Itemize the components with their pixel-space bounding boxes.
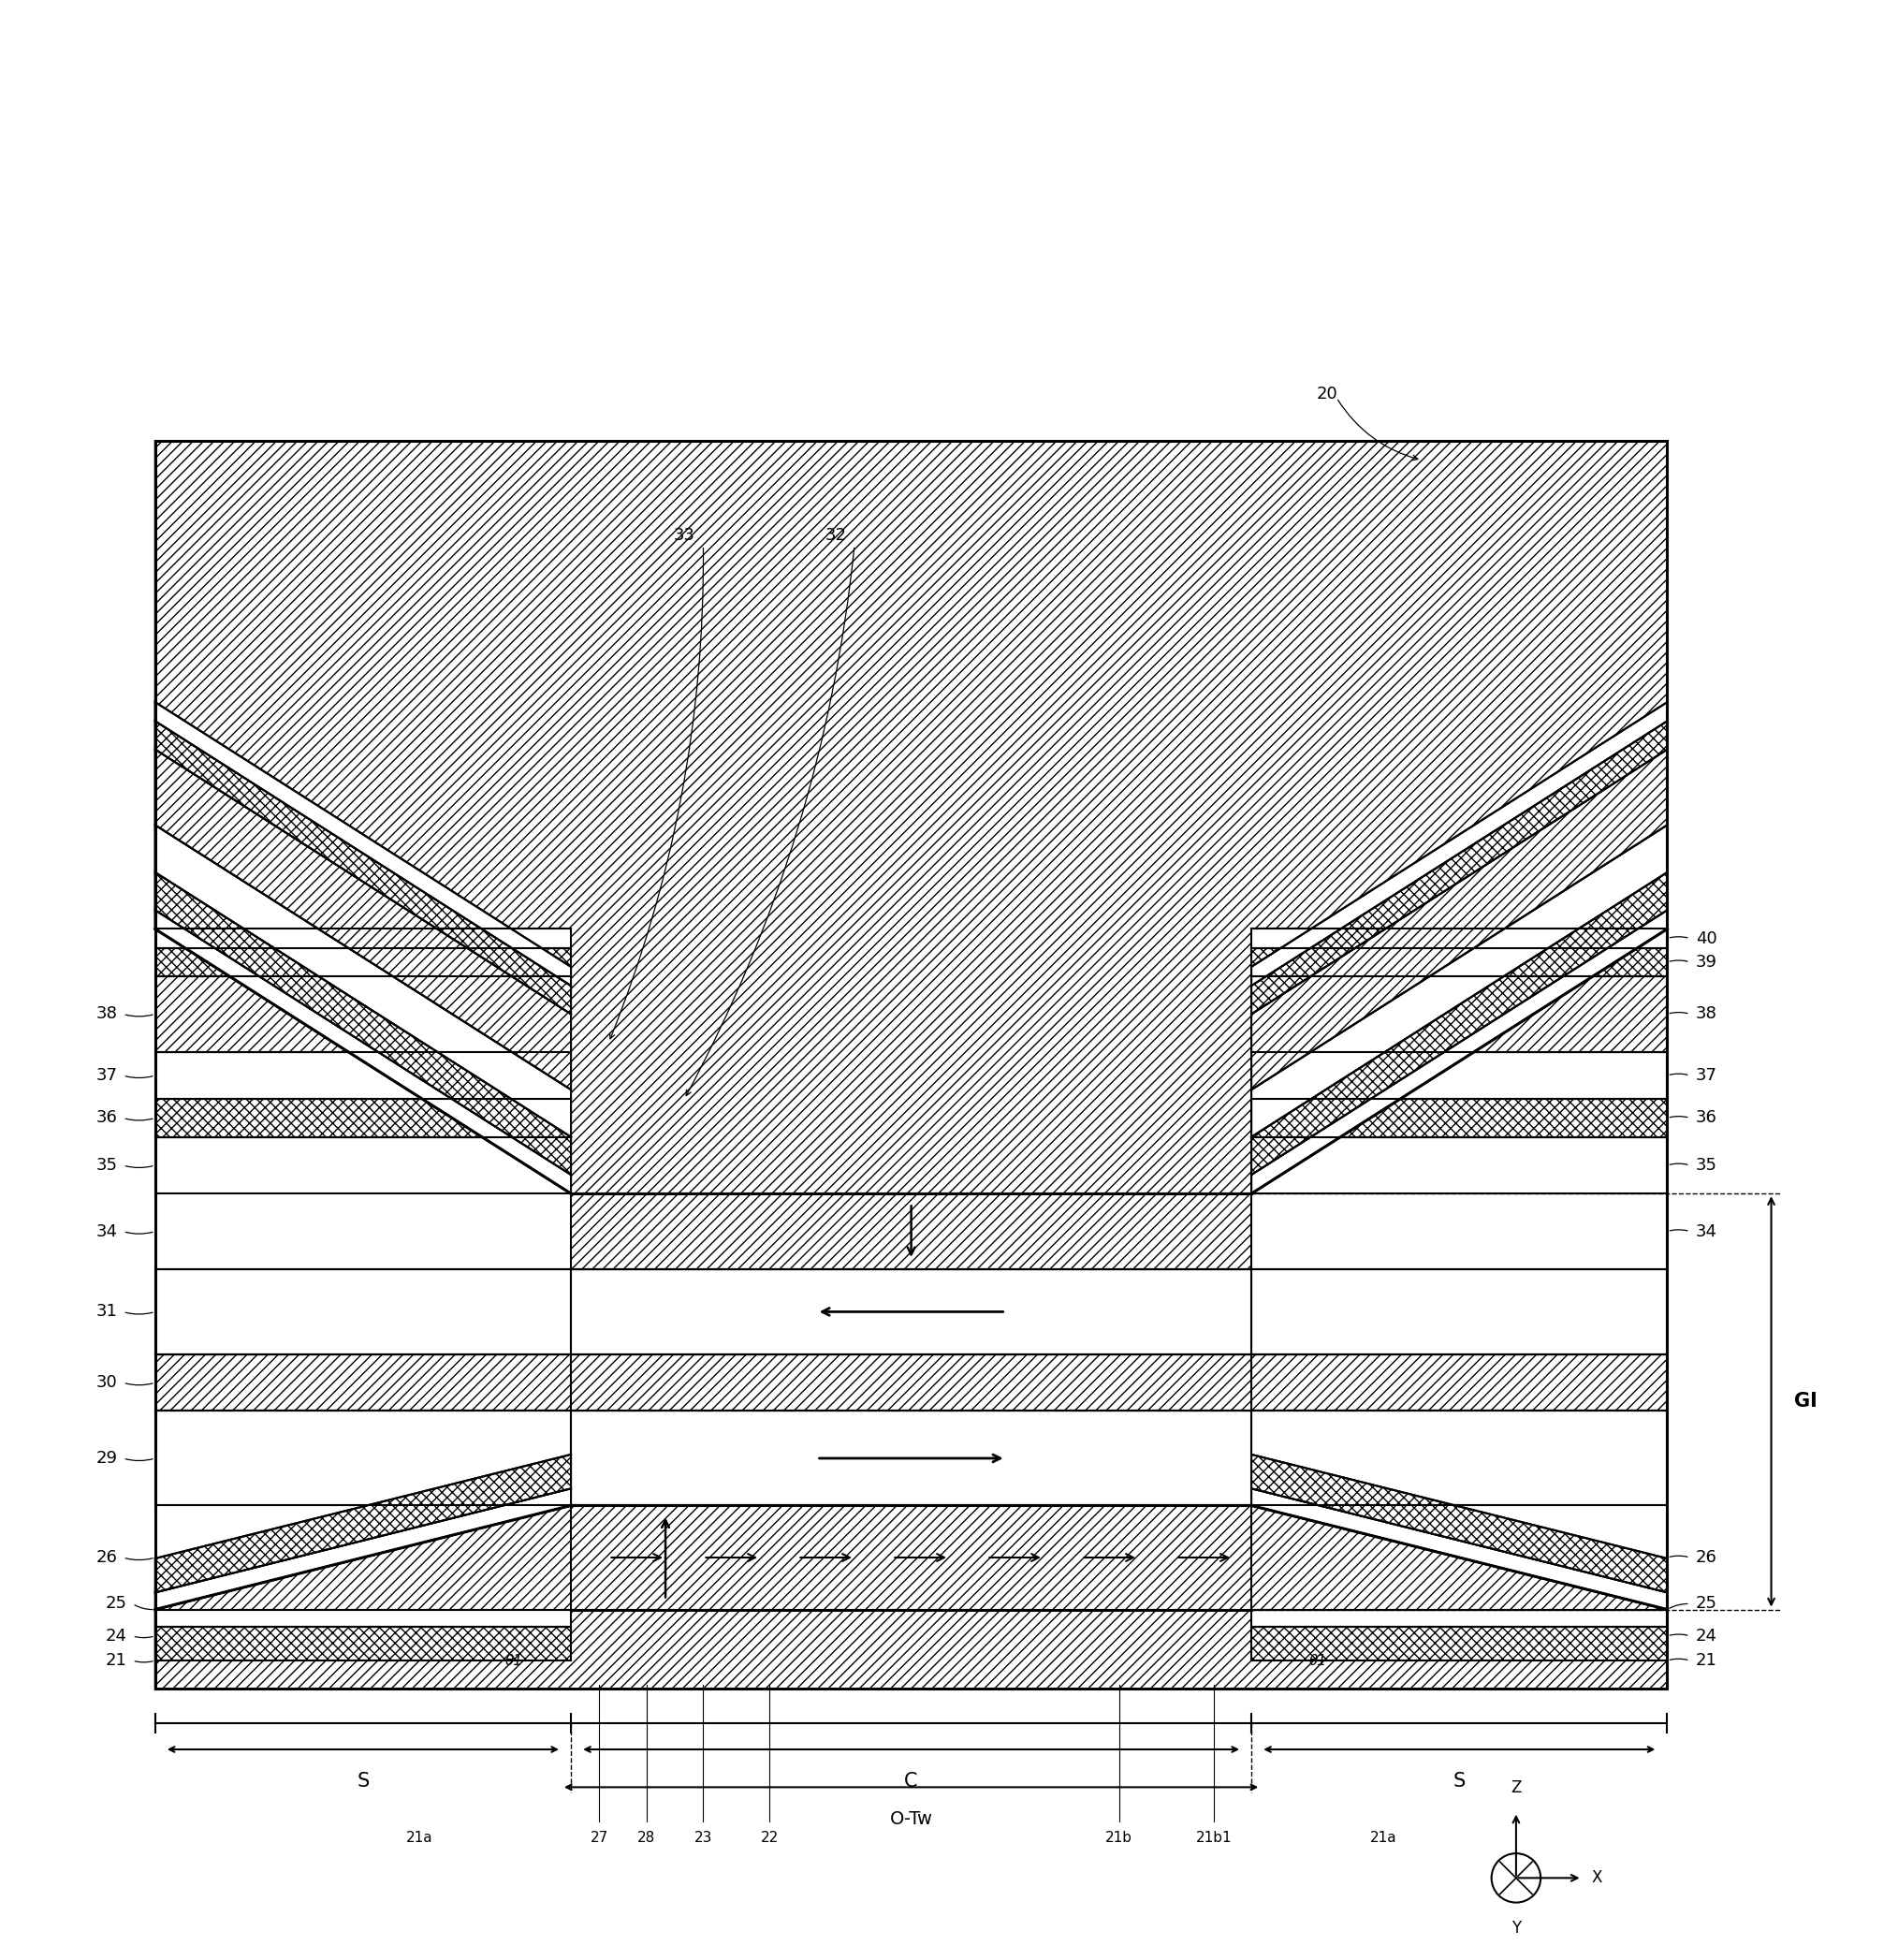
Polygon shape [156,909,571,1194]
Text: 22: 22 [761,1831,778,1844]
Text: θ1: θ1 [1308,1654,1327,1668]
Polygon shape [156,1270,571,1354]
Text: 37: 37 [95,1066,118,1084]
Text: 38: 38 [97,1005,118,1023]
Polygon shape [1251,1609,1666,1627]
Polygon shape [156,976,571,1053]
Text: 20: 20 [1317,386,1338,402]
Polygon shape [1251,909,1666,1194]
Text: 27: 27 [590,1831,609,1844]
Text: 35: 35 [1695,1156,1718,1174]
Polygon shape [156,721,571,1013]
Polygon shape [571,1505,1251,1609]
Text: 31: 31 [97,1303,118,1321]
Text: C: C [905,1772,919,1791]
Polygon shape [156,1505,1666,1690]
Polygon shape [156,872,571,1174]
Text: 32: 32 [826,527,847,545]
Polygon shape [1251,949,1666,976]
Polygon shape [571,1270,1251,1354]
Text: GI: GI [1794,1392,1816,1411]
Polygon shape [571,1354,1251,1411]
Text: 35: 35 [95,1156,118,1174]
Polygon shape [1251,1137,1666,1194]
Text: 29: 29 [95,1450,118,1466]
Polygon shape [1251,721,1666,1013]
Polygon shape [1251,1411,1666,1505]
Text: 36: 36 [97,1109,118,1127]
Polygon shape [1251,1053,1666,1100]
Text: 25: 25 [104,1595,127,1613]
Text: X: X [1592,1870,1602,1886]
Polygon shape [1251,825,1666,1137]
Polygon shape [1251,1454,1666,1592]
Polygon shape [156,1454,571,1592]
Polygon shape [1251,1270,1666,1354]
Text: 21: 21 [106,1652,127,1670]
Text: 33: 33 [674,527,695,545]
Polygon shape [156,1100,571,1137]
Polygon shape [1251,702,1666,986]
Text: S: S [357,1772,370,1791]
Text: 26: 26 [1695,1548,1718,1566]
Polygon shape [1251,749,1666,1090]
Polygon shape [1251,1627,1666,1660]
Text: 25: 25 [1695,1595,1718,1613]
Polygon shape [1251,1100,1666,1137]
Text: 39: 39 [1695,955,1718,970]
Text: 30: 30 [97,1374,118,1392]
Polygon shape [571,1411,1251,1505]
Text: 21: 21 [1695,1652,1718,1670]
Polygon shape [156,1627,571,1660]
Text: 21b: 21b [1105,1831,1133,1844]
Text: 40: 40 [1695,929,1718,947]
Polygon shape [156,702,571,986]
Polygon shape [156,1411,571,1505]
Text: 28: 28 [638,1831,655,1844]
Polygon shape [156,1053,571,1100]
Text: Y: Y [1511,1919,1520,1936]
Polygon shape [156,1354,571,1411]
Polygon shape [156,441,1666,1194]
Polygon shape [156,749,571,1090]
Polygon shape [1251,929,1666,949]
Text: 24: 24 [104,1627,127,1644]
Text: 23: 23 [695,1831,712,1844]
Polygon shape [156,949,571,976]
Text: 38: 38 [1695,1005,1718,1023]
Polygon shape [1251,872,1666,1174]
Polygon shape [156,1488,571,1609]
Text: 34: 34 [1695,1223,1718,1241]
Polygon shape [156,825,571,1137]
Text: 36: 36 [1695,1109,1718,1127]
Circle shape [1492,1854,1541,1903]
Text: θ1: θ1 [505,1654,524,1668]
Text: 21b1: 21b1 [1196,1831,1232,1844]
Polygon shape [156,1609,571,1627]
Polygon shape [571,1194,1251,1270]
Text: 34: 34 [95,1223,118,1241]
Text: 21a: 21a [1370,1831,1397,1844]
Polygon shape [1251,976,1666,1053]
Text: 26: 26 [97,1548,118,1566]
Polygon shape [156,1137,571,1194]
Polygon shape [1251,1488,1666,1609]
Text: S: S [1454,1772,1465,1791]
Text: 21a: 21a [406,1831,433,1844]
Text: 37: 37 [1695,1066,1718,1084]
Text: 24: 24 [1695,1627,1718,1644]
Text: Z: Z [1511,1780,1522,1797]
Text: O-Tw: O-Tw [890,1809,932,1827]
Polygon shape [156,929,571,949]
Polygon shape [1251,1354,1666,1411]
